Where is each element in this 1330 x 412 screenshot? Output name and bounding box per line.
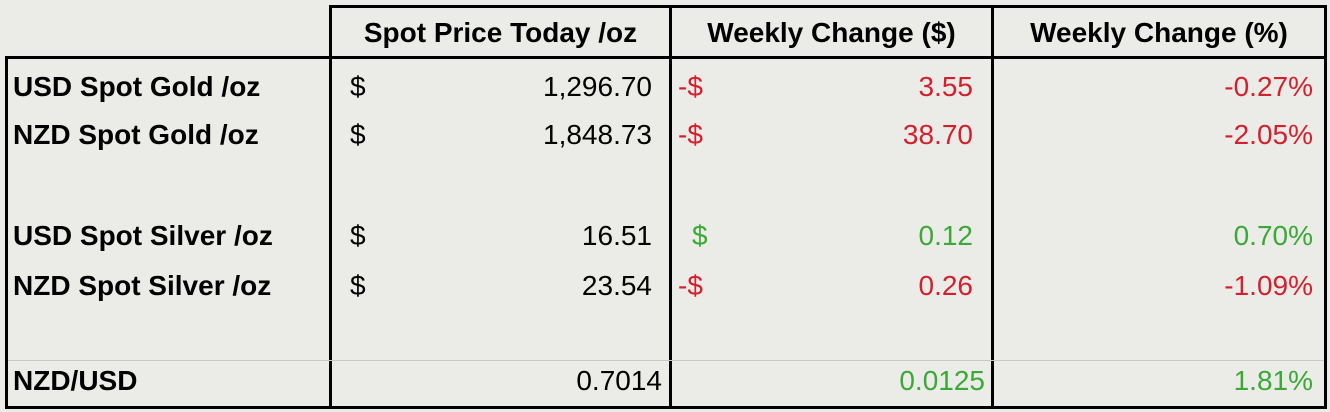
weekly-change-percent: 0.70%	[1233, 220, 1313, 251]
change-symbol: $	[692, 220, 708, 251]
column-header: Weekly Change (%)	[1030, 17, 1288, 48]
price: 16.51	[581, 220, 652, 251]
weekly-change-percent: -1.09%	[1224, 270, 1313, 301]
currency-symbol: $	[350, 220, 366, 251]
border	[1324, 5, 1327, 409]
row-label: NZD/USD	[13, 365, 138, 396]
border	[991, 5, 994, 409]
border	[5, 56, 1327, 59]
weekly-change: 3.55	[918, 71, 974, 102]
border	[330, 5, 1327, 8]
border	[5, 406, 1327, 409]
weekly-change: 0.12	[918, 220, 974, 251]
border	[329, 5, 332, 409]
price: 1,296.70	[543, 71, 652, 102]
weekly-change: 0.26	[918, 270, 974, 301]
change-symbol: -$	[678, 270, 703, 301]
price: 23.54	[581, 270, 652, 301]
change-symbol: -$	[678, 119, 703, 150]
price: 0.7014	[576, 365, 662, 396]
column-header: Weekly Change ($)	[707, 17, 956, 48]
weekly-change-percent: -2.05%	[1224, 119, 1313, 150]
currency-symbol: $	[350, 71, 366, 102]
price: 1,848.73	[543, 119, 652, 150]
row-label: USD Spot Silver /oz	[13, 220, 273, 251]
currency-symbol: $	[350, 119, 366, 150]
row-label: NZD Spot Gold /oz	[13, 119, 259, 150]
change-symbol: -$	[678, 71, 703, 102]
weekly-change: 38.70	[902, 119, 973, 150]
weekly-change-percent: -0.27%	[1224, 71, 1313, 102]
weekly-change: 0.0125	[899, 365, 985, 396]
row-label: NZD Spot Silver /oz	[13, 270, 272, 301]
currency-symbol: $	[350, 270, 366, 301]
border	[5, 56, 8, 409]
weekly-change-percent: 1.81%	[1233, 365, 1313, 396]
cell-border	[8, 360, 1324, 361]
column-header: Spot Price Today /oz	[363, 17, 638, 48]
border	[669, 5, 672, 409]
row-label: USD Spot Gold /oz	[13, 71, 261, 102]
